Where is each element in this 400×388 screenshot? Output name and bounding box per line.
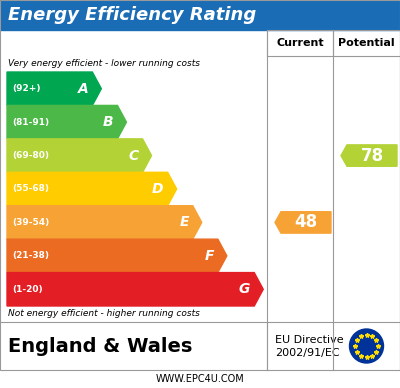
Text: 2002/91/EC: 2002/91/EC bbox=[275, 348, 340, 358]
Text: 78: 78 bbox=[360, 147, 384, 165]
Polygon shape bbox=[341, 145, 397, 166]
Text: (55-68): (55-68) bbox=[12, 185, 49, 194]
Polygon shape bbox=[7, 106, 126, 139]
Polygon shape bbox=[275, 212, 331, 233]
Text: (69-80): (69-80) bbox=[12, 151, 49, 160]
Polygon shape bbox=[7, 239, 227, 273]
Text: (92+): (92+) bbox=[12, 84, 40, 93]
Polygon shape bbox=[7, 72, 101, 106]
Bar bbox=[0, 0, 400, 30]
Text: (39-54): (39-54) bbox=[12, 218, 49, 227]
Text: G: G bbox=[239, 282, 250, 296]
Text: F: F bbox=[204, 249, 214, 263]
Text: (21-38): (21-38) bbox=[12, 251, 49, 260]
Text: England & Wales: England & Wales bbox=[8, 336, 192, 355]
Text: D: D bbox=[152, 182, 164, 196]
Text: (81-91): (81-91) bbox=[12, 118, 49, 126]
Polygon shape bbox=[7, 273, 263, 306]
Text: Very energy efficient - lower running costs: Very energy efficient - lower running co… bbox=[8, 59, 200, 69]
Bar bbox=[0, 30, 400, 56]
Text: Potential: Potential bbox=[338, 38, 395, 48]
Text: C: C bbox=[128, 149, 138, 163]
Text: B: B bbox=[103, 115, 114, 129]
Text: WWW.EPC4U.COM: WWW.EPC4U.COM bbox=[156, 374, 244, 384]
Text: (1-20): (1-20) bbox=[12, 285, 43, 294]
Text: 48: 48 bbox=[294, 213, 318, 231]
Text: Energy Efficiency Rating: Energy Efficiency Rating bbox=[8, 6, 256, 24]
Text: E: E bbox=[179, 215, 189, 229]
Polygon shape bbox=[7, 172, 177, 206]
Polygon shape bbox=[7, 139, 152, 172]
Text: A: A bbox=[78, 82, 88, 96]
Circle shape bbox=[350, 329, 384, 363]
Text: EU Directive: EU Directive bbox=[275, 335, 344, 345]
Text: Current: Current bbox=[276, 38, 324, 48]
Polygon shape bbox=[7, 206, 202, 239]
Text: Not energy efficient - higher running costs: Not energy efficient - higher running co… bbox=[8, 310, 200, 319]
